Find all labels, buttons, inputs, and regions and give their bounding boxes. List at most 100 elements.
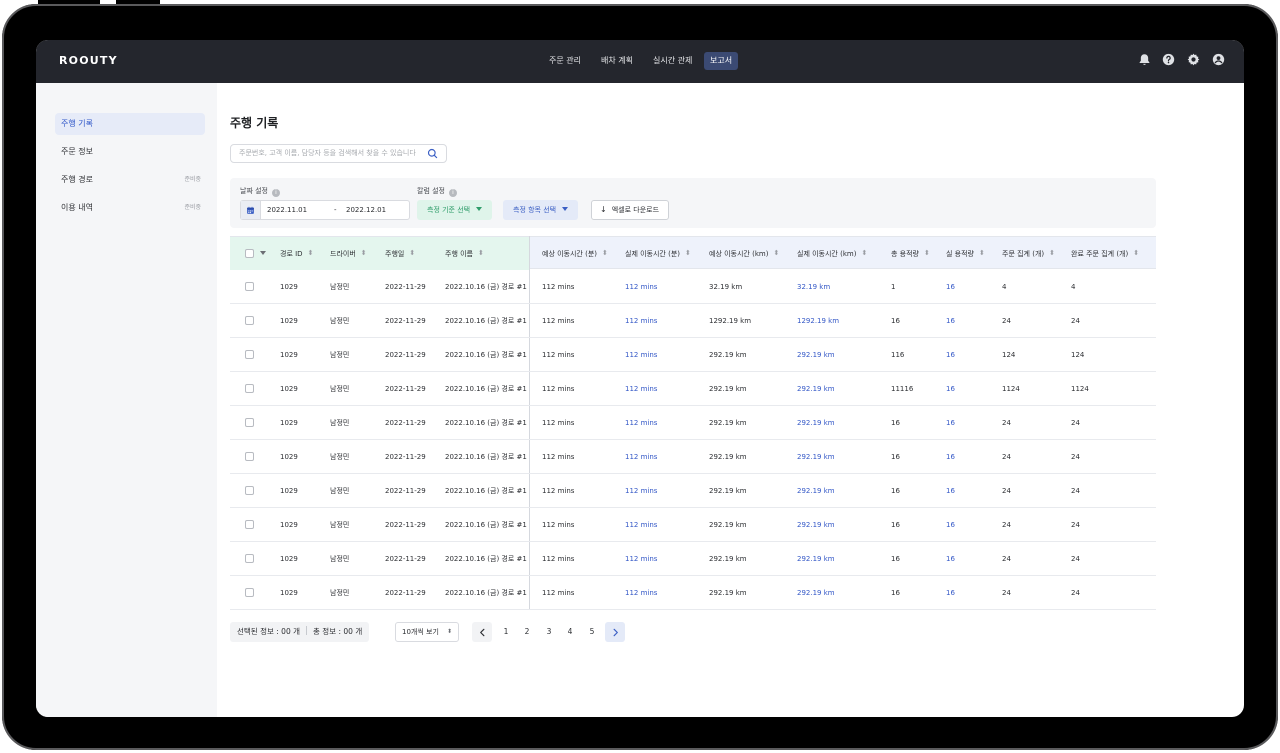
sort-icon[interactable]: ⬍ [1049,249,1055,257]
table-cell[interactable]: 292.19 km [797,419,835,427]
app-logo[interactable]: ROOUTY [59,54,118,67]
table-cell[interactable]: 16 [946,351,955,359]
table-row[interactable]: 1029 남정민 2022-11-29 2022.10.16 (금) 경로 #1 112… [230,372,1156,406]
table-cell[interactable]: 16 [946,317,955,325]
table-row[interactable]: 1029 남정민 2022-11-29 2022.10.16 (금) 경로 #1 112… [230,508,1156,542]
column-header[interactable]: 주문 집계 (개) ⬍ [1002,237,1055,270]
table-row[interactable]: 1029 남정민 2022-11-29 2022.10.16 (금) 경로 #1 112… [230,304,1156,338]
column-header[interactable]: 예상 이동시간 (분) ⬍ [542,237,608,270]
table-cell[interactable]: 112 mins [625,521,658,529]
row-checkbox[interactable] [245,554,254,563]
table-row[interactable]: 1029 남정민 2022-11-29 2022.10.16 (금) 경로 #1 112… [230,270,1156,304]
sort-icon[interactable]: ⬍ [773,249,780,257]
column-header[interactable]: 주행 이름 ⬍ [445,237,484,270]
row-checkbox[interactable] [245,520,254,529]
per-page-select[interactable]: 10개씩 보기 ⬍ [395,622,459,642]
table-cell[interactable]: 292.19 km [797,521,835,529]
table-cell[interactable]: 112 mins [625,453,658,461]
table-cell[interactable]: 16 [946,589,955,597]
sidebar-item-drive-records[interactable]: 주행 기록 [55,113,205,135]
sort-icon[interactable]: ⬍ [602,249,608,257]
sort-icon[interactable]: ⬍ [478,249,484,257]
page-number[interactable]: 2 [524,627,530,636]
user-icon[interactable] [1212,53,1225,66]
table-cell[interactable]: 16 [946,521,955,529]
table-row[interactable]: 1029 남정민 2022-11-29 2022.10.16 (금) 경로 #1 112… [230,338,1156,372]
table-cell[interactable]: 112 mins [625,419,658,427]
date-from[interactable]: 2022.11.01 [267,206,308,214]
table-cell[interactable]: 16 [946,419,955,427]
table-cell[interactable]: 16 [946,283,955,291]
date-range-picker[interactable]: 2022.11.01 - 2022.12.01 [240,200,410,220]
table-cell[interactable]: 112 mins [625,351,658,359]
prev-page-button[interactable] [472,622,492,642]
table-cell[interactable]: 112 mins [625,487,658,495]
column-header[interactable]: 경로 ID ⬍ [280,237,313,270]
excel-download-button[interactable]: ↓ 엑셀로 다운로드 [591,200,670,220]
calendar-icon[interactable] [241,201,261,219]
column-header[interactable]: 주행일 ⬍ [385,237,415,270]
items-select[interactable]: 측정 항목 선택 [503,200,579,220]
nav-item-reports[interactable]: 보고서 [704,52,739,70]
table-cell[interactable]: 16 [946,555,955,563]
table-cell[interactable]: 16 [946,487,955,495]
table-row[interactable]: 1029 남정민 2022-11-29 2022.10.16 (금) 경로 #1 112… [230,440,1156,474]
sidebar-item-drive-route[interactable]: 주행 경로 준비중 [55,169,205,191]
table-cell[interactable]: 112 mins [625,317,658,325]
row-checkbox[interactable] [245,384,254,393]
search-input[interactable]: 주문번호, 고객 이름, 담당자 등을 검색해서 찾을 수 있습니다 [230,144,447,163]
column-header[interactable]: 실제 이동시간 (분) ⬍ [625,237,691,270]
row-checkbox[interactable] [245,486,254,495]
chevron-down-icon[interactable] [260,251,266,255]
page-number[interactable]: 3 [546,627,552,636]
search-icon[interactable] [427,148,438,159]
table-cell[interactable]: 16 [946,385,955,393]
table-cell[interactable]: 292.19 km [797,487,835,495]
column-header[interactable]: 예상 이동시간 (km) ⬍ [709,237,779,270]
bell-icon[interactable] [1138,53,1151,66]
column-header[interactable]: 총 용적량 ⬍ [891,237,930,270]
help-icon[interactable] [1162,53,1175,66]
row-checkbox[interactable] [245,350,254,359]
table-cell[interactable]: 292.19 km [797,589,835,597]
table-cell[interactable]: 16 [946,453,955,461]
table-row[interactable]: 1029 남정민 2022-11-29 2022.10.16 (금) 경로 #1 112… [230,576,1156,610]
next-page-button[interactable] [605,622,625,642]
table-row[interactable]: 1029 남정민 2022-11-29 2022.10.16 (금) 경로 #1 112… [230,542,1156,576]
sort-icon[interactable]: ⬍ [1133,249,1140,257]
sidebar-item-usage-history[interactable]: 이용 내역 준비중 [55,197,205,219]
table-cell[interactable]: 112 mins [625,555,658,563]
select-all-checkbox[interactable] [245,249,254,258]
info-icon[interactable]: i [449,189,457,197]
table-cell[interactable]: 112 mins [625,589,658,597]
info-icon[interactable]: i [272,189,280,197]
nav-item-monitoring[interactable]: 실시간 관제 [653,56,693,65]
table-cell[interactable]: 292.19 km [797,385,835,393]
page-number[interactable]: 4 [567,627,573,636]
row-checkbox[interactable] [245,282,254,291]
sort-icon[interactable]: ⬍ [979,249,985,257]
page-number[interactable]: 5 [589,627,595,636]
nav-item-orders[interactable]: 주문 관리 [549,56,581,65]
sort-icon[interactable]: ⬍ [360,249,367,257]
column-header[interactable]: 완료 주문 집계 (개) ⬍ [1071,237,1139,270]
row-checkbox[interactable] [245,452,254,461]
sort-icon[interactable]: ⬍ [307,249,314,257]
table-cell[interactable]: 112 mins [625,385,658,393]
sort-icon[interactable]: ⬍ [409,249,416,257]
sidebar-item-order-info[interactable]: 주문 정보 [55,141,205,163]
table-cell[interactable]: 292.19 km [797,351,835,359]
row-checkbox[interactable] [245,418,254,427]
table-cell[interactable]: 292.19 km [797,453,835,461]
sort-icon[interactable]: ⬍ [861,249,868,257]
gear-icon[interactable] [1187,53,1200,66]
table-cell[interactable]: 112 mins [625,283,658,291]
column-header[interactable]: 실제 이동시간 (km) ⬍ [797,237,867,270]
table-row[interactable]: 1029 남정민 2022-11-29 2022.10.16 (금) 경로 #1 112… [230,406,1156,440]
column-header[interactable]: 드라이버 ⬍ [330,237,367,270]
row-checkbox[interactable] [245,588,254,597]
table-cell[interactable]: 1292.19 km [797,317,840,325]
table-cell[interactable]: 292.19 km [797,555,835,563]
sort-icon[interactable]: ⬍ [685,249,691,257]
date-to[interactable]: 2022.12.01 [346,206,387,214]
